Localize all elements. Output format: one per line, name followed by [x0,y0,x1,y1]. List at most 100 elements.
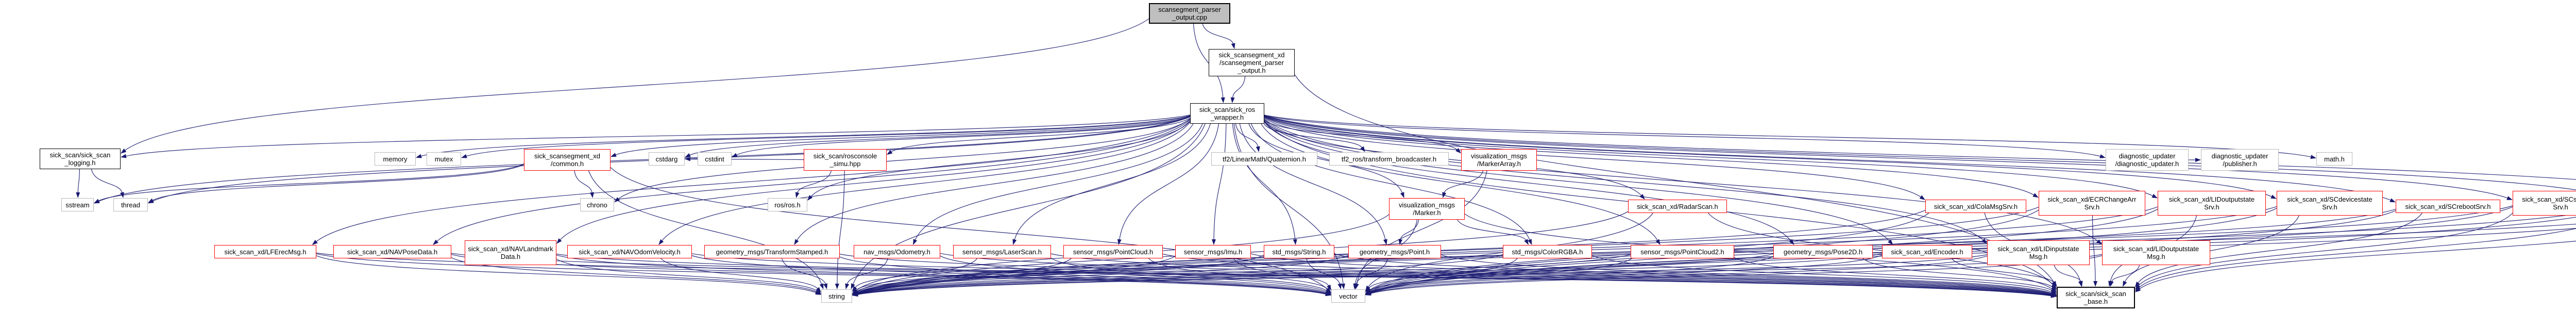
include-edge-navodom-base [691,253,2052,296]
graph-node-vector[interactable]: vector [1331,289,1365,303]
include-edge-wrapper-pc2 [1261,123,1658,241]
include-edge-arrowhead [852,286,857,292]
graph-node-quaternion[interactable]: tf2/LinearMath/Quaternion.h [1211,152,1317,166]
include-edge-pointcloud-string [856,258,1072,291]
graph-node-rosconsole[interactable]: sick_scan/rosconsole _simu.hpp [804,149,887,171]
graph-node-scsoft[interactable]: sick_scan_xd/SCsoftresetSrv.h [2513,191,2576,216]
include-edge-arrowhead [1528,239,1532,245]
include-edge-screboot-base [2138,212,2422,284]
include-edge-arrowhead [1230,97,1235,103]
graph-node-thread[interactable]: thread [113,198,148,211]
include-edge-imu-string [856,256,1176,292]
graph-node-markerarray[interactable]: visualization_msgs/MarkerArray.h [1461,149,1537,171]
graph-node-cstdint[interactable]: cstdint [698,152,732,166]
graph-node-pointcloud[interactable]: sensor_msgs/PointCloud.h [1063,245,1163,258]
graph-node-tf2ros[interactable]: tf2_ros/transform_broadcaster.h [1329,152,1449,166]
graph-node-cstdarg[interactable]: cstdarg [649,152,685,166]
graph-node-screboot[interactable]: sick_scan_xd/SCrebootSrv.h [2396,200,2500,213]
graph-node-label: sstream [65,201,90,209]
graph-node-chrono[interactable]: chrono [580,198,614,211]
include-edge-imu-base [1250,253,2052,294]
include-edge-pose2d-base [1862,258,2054,288]
graph-node-stdstring[interactable]: std_msgs/String.h [1264,245,1334,258]
graph-node-string[interactable]: string [821,289,852,303]
include-edge-contam-base [2139,240,2576,290]
include-edge-arrowhead [2110,281,2114,287]
graph-node-label: sensor_msgs/PointCloud2.h [1640,248,1724,256]
graph-node-lidoutsrv[interactable]: sick_scan_xd/LIDoutputstate Srv.h [2158,191,2266,216]
graph-node-tfstamped[interactable]: geometry_msgs/TransformStamped.h [704,245,840,258]
graph-node-navlandmark[interactable]: sick_scan_xd/NAVLandmark Data.h [465,240,556,265]
graph-node-diag[interactable]: diagnostic_updater/diagnostic_updater.h [2106,149,2189,171]
graph-node-label: /Marker.h [1413,209,1441,217]
include-edge-arrowhead [851,283,855,289]
include-edge-arrowhead [1212,239,1216,245]
include-edge-wrapper-rosconsole [890,118,1191,153]
include-edge-arrowhead [1256,146,1260,152]
graph-node-encoder[interactable]: sick_scan_xd/Encoder.h [1882,245,1972,258]
graph-node-pc2[interactable]: sensor_msgs/PointCloud2.h [1631,245,1734,258]
include-edge-gpoint-string [856,255,1349,293]
include-edge-arrowhead [312,240,318,245]
graph-node-sstream[interactable]: sstream [61,198,94,211]
graph-node-scdev[interactable]: sick_scan_xd/SCdevicestate Srv.h [2277,191,2383,216]
graph-node-radarscan[interactable]: sick_scan_xd/RadarScan.h [1628,200,1727,213]
include-edge-lidinmsg-vector [1370,255,1988,294]
include-edge-arrowhead [148,198,154,203]
graph-node-memory[interactable]: memory [375,152,416,166]
include-edge-pc2-base [1734,257,2053,291]
graph-node-colamsg[interactable]: sick_scan_xd/ColaMsgSrv.h [1925,200,2026,213]
graph-node-math[interactable]: math.h [2316,152,2352,166]
graph-node-label: geometry_msgs/TransformStamped.h [716,248,828,256]
include-edge-stdstring-base [1334,253,2052,294]
graph-node-wrapper[interactable]: sick_scan/sick_ros _wrapper.h [1190,103,1264,124]
graph-node-common[interactable]: sick_scansegment_xd/common.h [524,149,611,171]
include-edge-scdev-base [2124,215,2300,283]
include-edge-arrowhead [2051,285,2057,291]
graph-node-cpp[interactable]: scansegment_parser _output.cpp [1149,3,1230,24]
graph-node-lferec[interactable]: sick_scan_xd/LFErecMsg.h [214,245,316,258]
graph-node-label: sick_scan/sick_scan [49,151,111,159]
graph-node-marker[interactable]: visualization_msgs/Marker.h [1389,198,1465,220]
graph-node-label: tf2_ros/transform_broadcaster.h [1341,155,1437,163]
graph-node-lidoutmsg[interactable]: sick_scan_xd/LIDoutputstate Msg.h [2102,240,2210,265]
graph-node-lidinmsg[interactable]: sick_scan_xd/LIDinputstate Msg.h [1987,240,2090,265]
include-edge-arrowhead [819,283,824,289]
include-edge-arrowhead [1326,287,1331,293]
include-edge-arrowhead [590,192,594,198]
graph-node-mutex[interactable]: mutex [427,152,461,166]
include-edge-arrowhead [76,192,80,198]
graph-node-colorrgba[interactable]: std_msgs/ColorRGBA.h [1503,245,1592,258]
include-edge-encoder-vector [1369,255,1883,293]
graph-node-label: _output.cpp [1172,13,1207,21]
include-edge-wrapper-quaternion [1235,123,1259,148]
graph-node-hdr[interactable]: sick_scansegment_xd/scansegment_parser _o… [1209,49,1295,76]
include-edge-wrapper-logging [125,114,1191,157]
graph-node-rosros[interactable]: ros/ros.h [768,198,807,211]
include-edge-arrowhead [835,284,839,289]
graph-node-odometry[interactable]: nav_msgs/Odometry.h [854,245,940,258]
include-edge-arrowhead [845,283,850,289]
graph-node-label: diagnostic_updater [2119,152,2176,160]
include-edge-wrapper-scsoft [1264,116,2508,199]
graph-node-logging[interactable]: sick_scan/sick_scan _logging.h [40,149,121,169]
graph-node-label: sick_scan/sick_scan [2065,290,2126,298]
include-edge-arrowhead [1524,239,1529,245]
include-edge-wrapper-imu [1213,123,1227,240]
include-edge-lidinmsg-base [2054,265,2081,282]
graph-node-gpoint[interactable]: geometry_msgs/Point.h [1348,245,1441,258]
graph-node-label: tf2/LinearMath/Quaternion.h [1223,155,1306,163]
graph-node-ecr[interactable]: sick_scan_xd/ECRChangeArr Srv.h [2039,191,2145,216]
graph-node-pose2d[interactable]: geometry_msgs/Pose2D.h [1773,245,1873,258]
include-edge-arrowhead [1365,291,1371,296]
include-edge-cpp-wrapper [1193,23,1224,99]
include-edge-common-chrono [574,170,592,193]
graph-node-navpose[interactable]: sick_scan_xd/NAVPoseData.h [333,245,451,258]
include-edge-wrapper-scdev [1264,116,2273,198]
graph-node-navodom[interactable]: sick_scan_xd/NAVOdomVelocity.h [567,245,692,258]
graph-node-laserscan[interactable]: sensor_msgs/LaserScan.h [953,245,1051,258]
graph-node-publisher[interactable]: diagnostic_updater/publisher.h [2201,149,2279,171]
graph-node-base[interactable]: sick_scan/sick_scan _base.h [2057,287,2135,308]
include-edge-pointcloud-vector [1148,258,1328,290]
graph-node-imu[interactable]: sensor_msgs/Imu.h [1175,245,1251,258]
